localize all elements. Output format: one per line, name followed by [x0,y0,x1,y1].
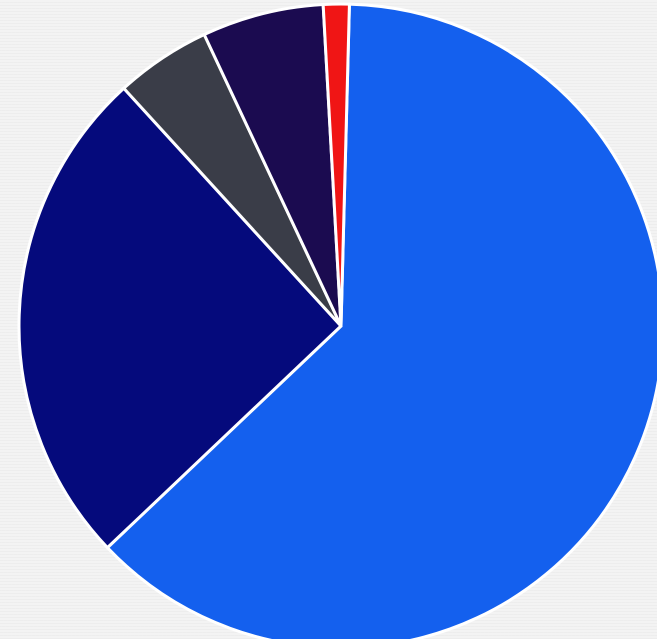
pie-slice-5 [321,2,351,328]
pie-slice-1 [105,2,657,639]
pie-slices [17,2,657,639]
pie-slice-4 [202,3,343,328]
pie-slice-2 [17,86,343,550]
